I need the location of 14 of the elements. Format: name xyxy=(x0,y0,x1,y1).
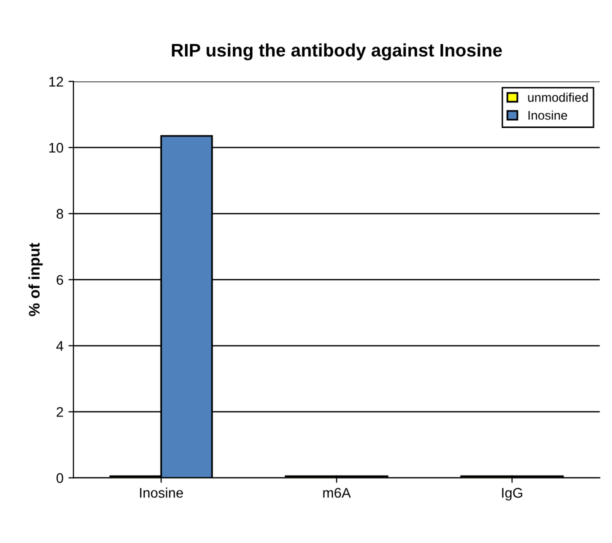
x-tick-label: IgG xyxy=(502,488,522,501)
legend-label: Inosine xyxy=(528,110,568,120)
y-tick-label: 0 xyxy=(56,473,64,484)
y-tick-label: 4 xyxy=(56,341,64,351)
y-tick-label: 8 xyxy=(56,208,64,219)
y-tick-label: 12 xyxy=(49,76,64,86)
y-tick-label: 2 xyxy=(56,407,64,417)
y-tick-label: 10 xyxy=(49,142,64,153)
y-axis-title: % of input xyxy=(28,242,43,316)
chart-title: RIP using the antibody against Inosine xyxy=(172,43,502,60)
legend-label: unmodified xyxy=(528,92,588,102)
x-tick-label: Inosine xyxy=(140,488,183,498)
x-tick-label: m6A xyxy=(323,488,351,498)
y-tick-label: 6 xyxy=(56,274,64,285)
